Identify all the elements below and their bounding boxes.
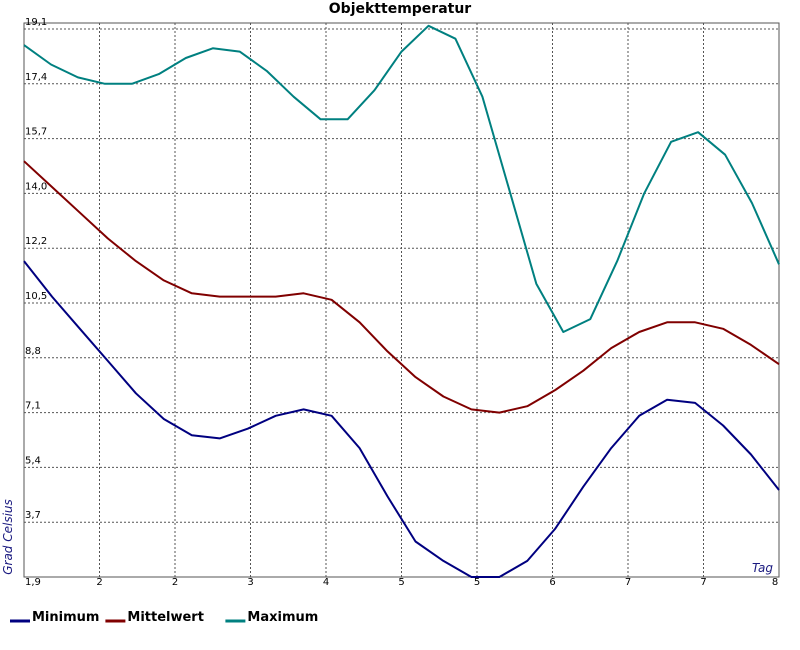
chart-title: Objekttemperatur — [329, 1, 472, 17]
x-tick-label: 2 — [96, 577, 102, 588]
x-tick-label: 4 — [323, 577, 329, 588]
y-tick-label: 12,2 — [25, 236, 47, 247]
series-lines — [23, 24, 780, 578]
y-tick-label: 8,8 — [25, 346, 41, 357]
y-axis-ticks: 3,7 5,4 7,1 8,8 10,5 12,2 14,0 15,7 17,4 19,1 — [25, 17, 47, 521]
x-tick-label: 8 — [772, 577, 778, 588]
y-tick-label: 17,4 — [25, 72, 47, 83]
y-tick-label: 10,5 — [25, 291, 47, 302]
x-axis-label: Tag — [752, 561, 773, 575]
y-axis-label: Grad Celsius — [1, 499, 15, 575]
series-line-mittelwert — [23, 160, 780, 414]
x-tick-label: 5 — [398, 577, 404, 588]
legend: Minimum Mittelwert Maximum — [10, 610, 318, 625]
x-tick-label: 3 — [247, 577, 253, 588]
series-line-minimum — [23, 260, 780, 578]
legend-label: Mittelwert — [127, 610, 204, 625]
y-tick-label: 7,1 — [25, 401, 41, 412]
legend-item: Mittelwert — [105, 610, 204, 625]
x-tick-label: 7 — [625, 577, 631, 588]
x-tick-label: 7 — [700, 577, 706, 588]
x-tick-label: 5 — [474, 577, 480, 588]
y-tick-label: 19,1 — [25, 17, 47, 28]
legend-label: Maximum — [247, 610, 318, 625]
plot-frame — [23, 22, 780, 578]
legend-item: Minimum — [10, 610, 99, 625]
y-tick-label: 14,0 — [25, 181, 47, 192]
x-axis-ticks: 1,9 2 2 3 4 5 5 6 7 7 8 — [25, 577, 778, 588]
series-line-maximum — [23, 24, 780, 333]
x-tick-label: 6 — [549, 577, 555, 588]
grid-lines — [23, 22, 780, 578]
y-tick-label: 3,7 — [25, 510, 41, 521]
x-tick-label: 2 — [172, 577, 178, 588]
y-tick-label: 5,4 — [25, 455, 41, 466]
y-tick-label: 15,7 — [25, 127, 47, 138]
legend-label: Minimum — [32, 610, 99, 625]
legend-item: Maximum — [225, 610, 318, 625]
x-tick-label: 1,9 — [25, 577, 41, 588]
